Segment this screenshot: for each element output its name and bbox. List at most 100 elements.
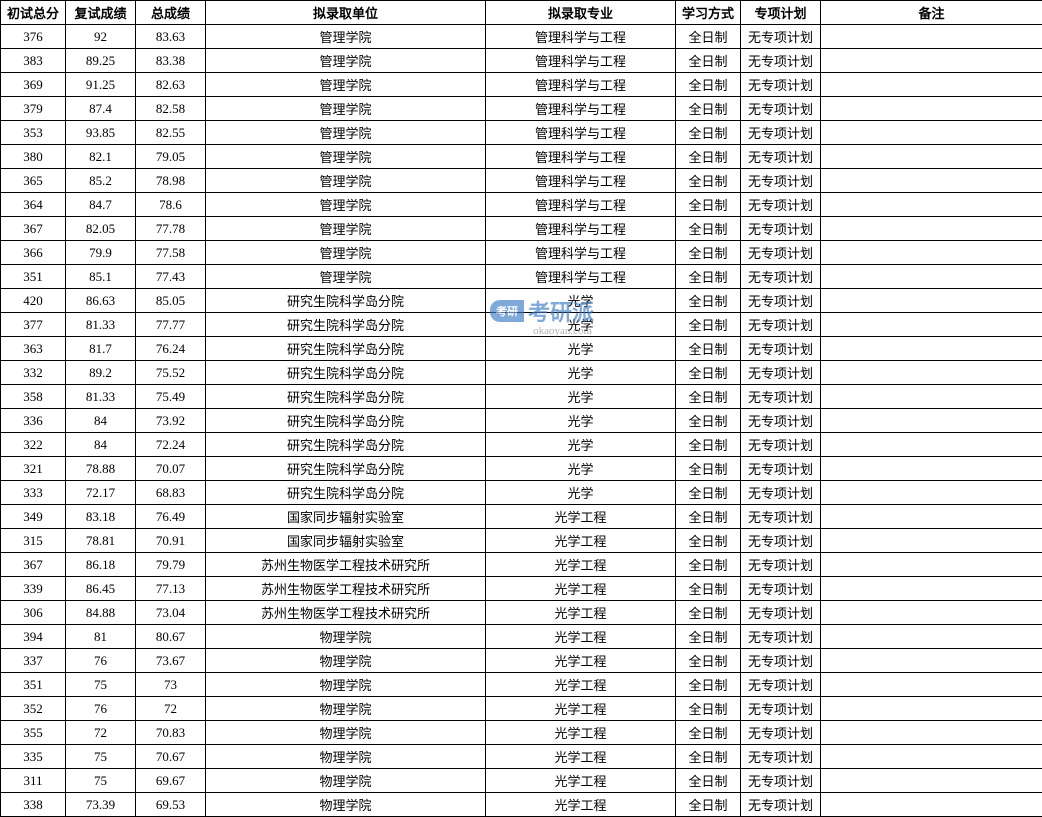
table-cell: 365 (1, 169, 66, 193)
table-cell: 管理学院 (206, 25, 486, 49)
table-cell (821, 121, 1042, 145)
table-cell: 68.83 (136, 481, 206, 505)
table-cell: 研究生院科学岛分院 (206, 457, 486, 481)
table-cell: 光学工程 (486, 673, 676, 697)
table-row: 35185.177.43管理学院管理科学与工程全日制无专项计划 (1, 265, 1042, 289)
table-cell (821, 97, 1042, 121)
table-row: 33873.3969.53物理学院光学工程全日制无专项计划 (1, 793, 1042, 817)
table-cell: 358 (1, 385, 66, 409)
table-cell (821, 241, 1042, 265)
table-cell: 无专项计划 (741, 145, 821, 169)
table-cell: 管理科学与工程 (486, 217, 676, 241)
table-cell: 物理学院 (206, 769, 486, 793)
table-cell: 全日制 (676, 529, 741, 553)
table-row: 34983.1876.49国家同步辐射实验室光学工程全日制无专项计划 (1, 505, 1042, 529)
table-cell: 80.67 (136, 625, 206, 649)
table-header: 初试总分复试成绩总成绩拟录取单位拟录取专业学习方式专项计划备注 (1, 1, 1042, 25)
table-cell (821, 457, 1042, 481)
table-cell: 69.53 (136, 793, 206, 817)
table-row: 38389.2583.38管理学院管理科学与工程全日制无专项计划 (1, 49, 1042, 73)
table-row: 32178.8870.07研究生院科学岛分院光学全日制无专项计划 (1, 457, 1042, 481)
table-cell: 89.25 (66, 49, 136, 73)
table-row: 3368473.92研究生院科学岛分院光学全日制无专项计划 (1, 409, 1042, 433)
table-cell (821, 481, 1042, 505)
table-cell: 全日制 (676, 649, 741, 673)
table-cell: 全日制 (676, 145, 741, 169)
table-cell: 管理学院 (206, 217, 486, 241)
table-cell: 69.67 (136, 769, 206, 793)
table-cell: 光学 (486, 457, 676, 481)
table-cell: 85.2 (66, 169, 136, 193)
table-cell: 物理学院 (206, 625, 486, 649)
table-cell: 全日制 (676, 241, 741, 265)
table-cell: 315 (1, 529, 66, 553)
table-cell: 全日制 (676, 769, 741, 793)
table-row: 33372.1768.83研究生院科学岛分院光学全日制无专项计划 (1, 481, 1042, 505)
table-cell: 管理学院 (206, 169, 486, 193)
table-row: 36679.977.58管理学院管理科学与工程全日制无专项计划 (1, 241, 1042, 265)
table-cell: 70.07 (136, 457, 206, 481)
table-cell: 全日制 (676, 721, 741, 745)
table-cell: 光学工程 (486, 577, 676, 601)
table-cell: 管理科学与工程 (486, 49, 676, 73)
table-cell: 管理科学与工程 (486, 193, 676, 217)
table-cell: 75 (66, 769, 136, 793)
table-cell: 339 (1, 577, 66, 601)
table-cell: 83.18 (66, 505, 136, 529)
table-cell: 无专项计划 (741, 265, 821, 289)
table-cell: 物理学院 (206, 673, 486, 697)
table-cell: 无专项计划 (741, 625, 821, 649)
table-cell: 93.85 (66, 121, 136, 145)
table-cell: 351 (1, 265, 66, 289)
table-cell: 研究生院科学岛分院 (206, 433, 486, 457)
table-cell: 无专项计划 (741, 457, 821, 481)
table-cell: 367 (1, 217, 66, 241)
table-cell: 研究生院科学岛分院 (206, 481, 486, 505)
table-cell: 研究生院科学岛分院 (206, 313, 486, 337)
table-row: 3557270.83物理学院光学工程全日制无专项计划 (1, 721, 1042, 745)
table-cell: 336 (1, 409, 66, 433)
table-cell: 84 (66, 433, 136, 457)
table-cell: 光学工程 (486, 745, 676, 769)
table-cell: 管理学院 (206, 49, 486, 73)
table-cell: 72.17 (66, 481, 136, 505)
table-cell: 363 (1, 337, 66, 361)
table-cell: 76 (66, 697, 136, 721)
table-cell (821, 505, 1042, 529)
table-cell: 82.58 (136, 97, 206, 121)
table-cell: 管理学院 (206, 145, 486, 169)
table-cell (821, 313, 1042, 337)
table-cell: 366 (1, 241, 66, 265)
table-cell: 全日制 (676, 169, 741, 193)
table-cell: 332 (1, 361, 66, 385)
table-cell (821, 217, 1042, 241)
table-cell: 管理学院 (206, 241, 486, 265)
table-cell: 无专项计划 (741, 217, 821, 241)
table-cell: 全日制 (676, 337, 741, 361)
table-cell: 无专项计划 (741, 505, 821, 529)
table-row: 33986.4577.13苏州生物医学工程技术研究所光学工程全日制无专项计划 (1, 577, 1042, 601)
table-cell: 苏州生物医学工程技术研究所 (206, 577, 486, 601)
table-cell: 全日制 (676, 409, 741, 433)
table-cell: 369 (1, 73, 66, 97)
table-cell: 75.52 (136, 361, 206, 385)
table-cell: 光学工程 (486, 553, 676, 577)
table-cell: 70.67 (136, 745, 206, 769)
table-cell: 研究生院科学岛分院 (206, 337, 486, 361)
table-cell: 全日制 (676, 193, 741, 217)
table-cell: 光学 (486, 337, 676, 361)
table-cell (821, 289, 1042, 313)
table-cell: 无专项计划 (741, 361, 821, 385)
table-cell: 无专项计划 (741, 409, 821, 433)
table-row: 3117569.67物理学院光学工程全日制无专项计划 (1, 769, 1042, 793)
table-cell: 全日制 (676, 385, 741, 409)
table-cell (821, 745, 1042, 769)
table-cell: 86.63 (66, 289, 136, 313)
table-cell (821, 337, 1042, 361)
table-cell: 82.05 (66, 217, 136, 241)
table-cell: 研究生院科学岛分院 (206, 289, 486, 313)
table-cell: 367 (1, 553, 66, 577)
column-header: 备注 (821, 1, 1042, 25)
table-cell: 无专项计划 (741, 433, 821, 457)
table-cell: 353 (1, 121, 66, 145)
